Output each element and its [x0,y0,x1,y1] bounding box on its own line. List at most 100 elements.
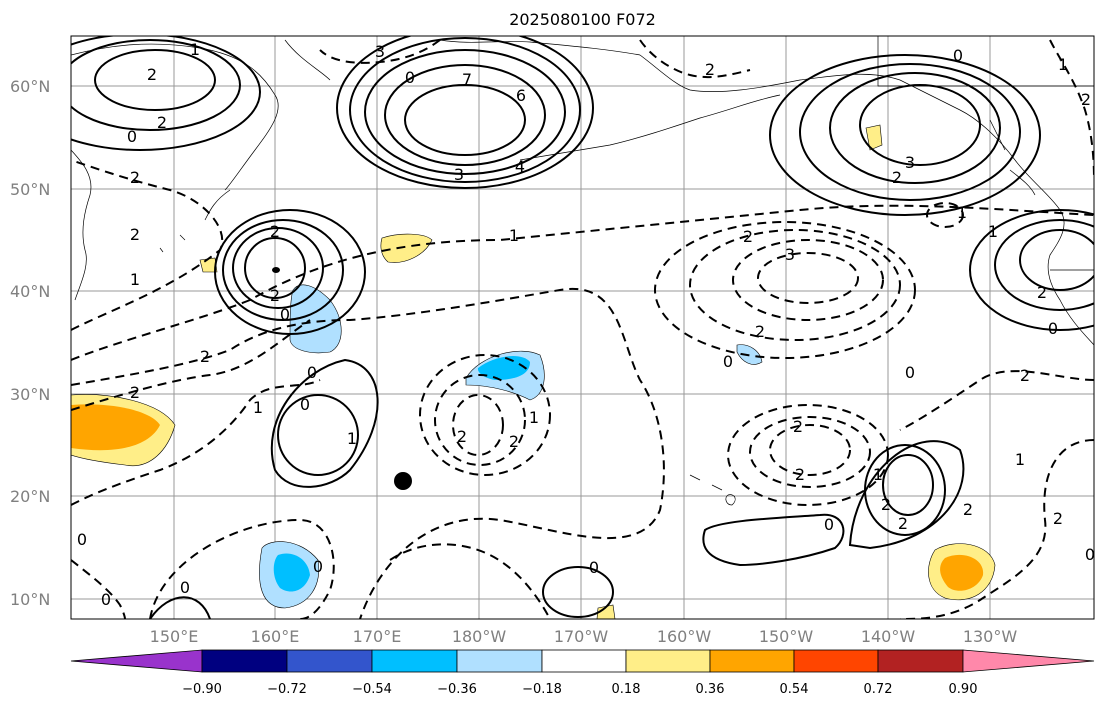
coast-canada [1014,159,1094,346]
colorbar-segment [793,649,879,673]
colorbar-tick-label: 0.36 [695,682,725,697]
contour-label: 0 [589,558,599,577]
colorbar-tick-label: 0.72 [863,682,893,697]
map-title: 2025080100 F072 [509,10,656,29]
contour-label: 0 [953,46,963,65]
contour-label: 4 [515,157,525,176]
lat-label: 10°N [10,590,51,609]
contour-label: 0 [824,515,834,534]
gridlines [71,36,1094,619]
contour-label: 1 [253,398,263,417]
shade-south-negative-inner [273,553,310,592]
shade-west-positive-inner [71,404,160,451]
lat-label: 60°N [10,77,51,96]
coast-kurils [159,189,231,253]
contour-label: 2 [509,432,519,451]
colorbar-segment [709,649,795,673]
contour-label: 1 [529,408,539,427]
contour-label: 1 [957,203,967,222]
contour-label: 0 [307,363,317,382]
contour-label: 1 [347,429,357,448]
colorbar-segment [877,649,964,673]
contour-label: 2 [755,322,765,341]
contour-label: 3 [785,245,795,264]
colorbar-segment [541,649,627,673]
contour-label: 1 [509,226,519,245]
contour-label: 2 [457,427,467,446]
contour-label: 7 [462,70,472,89]
contour-label: 2 [130,168,140,187]
contour-label: 3 [454,165,464,184]
position-marker [394,472,412,490]
contour-label: 0 [405,68,415,87]
contour-label: 1 [190,40,200,59]
colorbar-segment [456,649,543,673]
contour-label: 2 [130,225,140,244]
contour-label: 2 [892,168,902,187]
colorbar-tick-label: −0.72 [267,682,307,697]
contour-label: 2 [743,227,753,246]
colorbar-tick-label: −0.90 [182,682,222,697]
contour-label: 2 [270,222,280,241]
min-marker-small [272,267,280,273]
shade-ne-positive [865,124,883,151]
coast-asia [71,149,92,301]
colorbar-tick-label: 0.18 [611,682,641,697]
contour-label: 1 [1058,55,1068,74]
lon-label: 150°W [758,627,814,646]
contour-label: 0 [1085,545,1095,564]
coast-kamchatka [71,43,279,191]
contour-label: 0 [905,363,915,382]
contour-label: 1 [1015,450,1025,469]
contour-label: 2 [147,65,157,84]
contour-label: 2 [1037,283,1047,302]
colorbar-segment [371,649,458,673]
contour-labels: 1 2 2 0 2 2 1 2 2 6 4 3 3 0 7 0 3 2 2 1 … [77,40,1095,609]
contour-label: 2 [200,347,210,366]
lon-label: 170°E [352,627,402,646]
contour-label: 1 [130,270,140,289]
lon-label: 140°W [860,627,916,646]
contour-label: 0 [1048,319,1058,338]
colorbar-tick-label: −0.36 [437,682,477,697]
contour-label: 2 [157,113,167,132]
contour-label: 2 [795,465,805,484]
contour-label: 3 [905,153,915,172]
contour-label: 0 [313,557,323,576]
colorbar-tick-label: 0.90 [948,682,978,697]
contour-label: 0 [300,395,310,414]
contour-label: 1 [873,465,883,484]
lon-label: 160°E [250,627,300,646]
contour-label: 2 [898,514,908,533]
negative-contours [71,39,1094,619]
lon-label: 160°W [656,627,712,646]
lat-label: 30°N [10,385,51,404]
contour-label: 2 [963,500,973,519]
coast-bering [284,39,641,81]
contour-label: 2 [1081,90,1091,109]
contour-label: 0 [280,305,290,324]
contour-label: 0 [77,530,87,549]
coast-alaska-aleutians [519,94,781,161]
colorbar-segment [625,649,711,673]
colorbar-segment [286,649,373,673]
contour-label: 2 [705,60,715,79]
contour-label: 0 [127,127,137,146]
coast-hawaii [689,474,736,506]
coast-canada-box [877,36,1094,87]
lat-label: 20°N [10,487,51,506]
colorbar-tick-label: −0.54 [352,682,392,697]
lon-label: 180°W [451,627,507,646]
shaded-anomalies [71,124,996,619]
lon-label: 150°E [149,627,199,646]
lat-label: 40°N [10,282,51,301]
contour-label: 3 [375,42,385,61]
coast-bc-islands [989,119,1036,196]
lon-label: 170°W [553,627,609,646]
contour-label: 2 [130,383,140,402]
contour-label: 2 [270,286,280,305]
contour-label: 2 [1020,366,1030,385]
lat-label: 50°N [10,180,51,199]
shade-mid-negative-inner [477,356,530,380]
